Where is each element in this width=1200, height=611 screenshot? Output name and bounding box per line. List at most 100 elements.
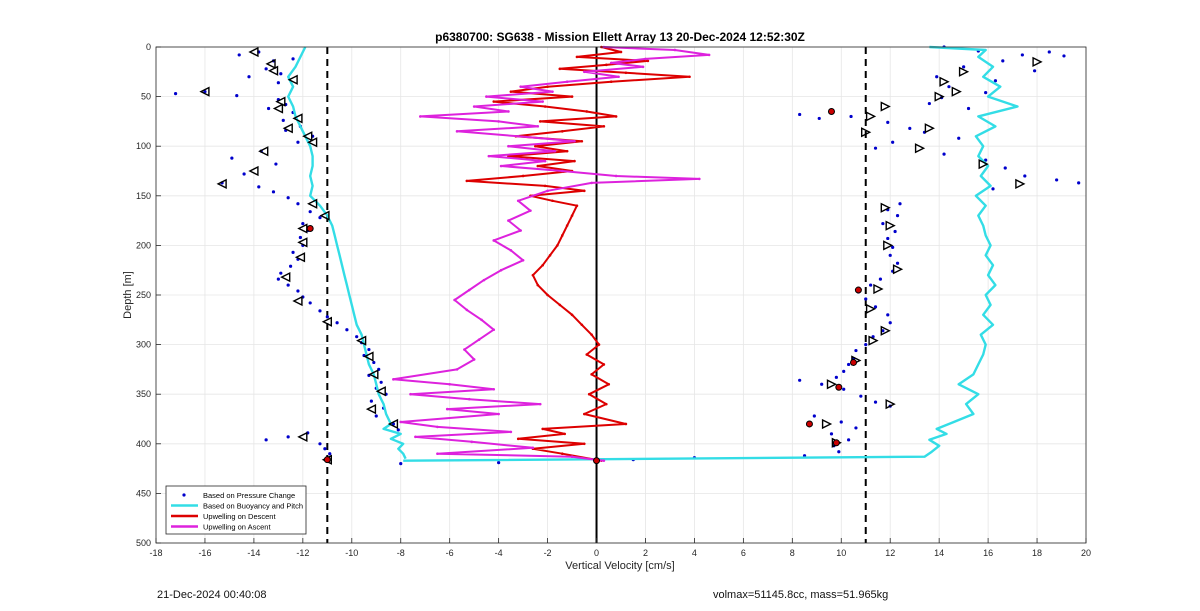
pressure-point xyxy=(935,75,939,79)
pressure-point xyxy=(374,414,378,418)
red-dot-marker xyxy=(593,457,601,465)
series-point xyxy=(465,179,469,183)
chart-title: p6380700: SG638 - Mission Ellett Array 1… xyxy=(435,30,805,44)
descent-triangle-marker xyxy=(302,131,313,142)
pressure-point xyxy=(264,438,268,442)
series-point xyxy=(590,373,593,376)
pressure-point xyxy=(367,347,371,352)
series-point xyxy=(646,59,650,63)
pressure-point xyxy=(291,250,295,254)
pressure-point xyxy=(396,428,400,432)
pressure-point xyxy=(898,202,902,206)
pressure-point xyxy=(1055,178,1059,182)
pressure-point xyxy=(957,136,961,140)
legend: Based on Pressure Change Based on Buoyanc… xyxy=(165,485,307,535)
y-tick-label: 450 xyxy=(136,488,151,498)
y-tick-label: 300 xyxy=(136,340,151,350)
pressure-point xyxy=(886,313,890,317)
series-point xyxy=(582,189,586,193)
pressure-point xyxy=(878,277,883,281)
series-point xyxy=(509,249,513,252)
descent-triangle-marker xyxy=(292,113,303,124)
ascent-triangle-marker xyxy=(1032,56,1043,68)
series-point xyxy=(465,308,469,312)
pressure-point xyxy=(839,420,843,424)
series-point xyxy=(546,189,549,193)
pressure-point xyxy=(497,461,501,465)
pressure-point xyxy=(308,210,312,214)
ascent-triangle-marker xyxy=(934,91,945,102)
series-point xyxy=(556,244,559,247)
x-tick-label: 4 xyxy=(692,548,697,558)
pressure-point xyxy=(242,172,246,176)
pressure-point xyxy=(847,362,851,367)
descent-triangle-marker xyxy=(368,369,379,380)
ascent-triangle-marker xyxy=(821,418,833,430)
series-based-on-buoyancy-and-pitch-descent xyxy=(287,46,407,460)
series-point xyxy=(509,90,513,93)
series-point xyxy=(541,100,544,103)
pressure-point xyxy=(372,360,376,365)
series-point xyxy=(688,75,691,79)
pressure-point xyxy=(869,283,873,287)
legend-label: Upwelling on Descent xyxy=(203,512,276,521)
series-point xyxy=(436,452,439,456)
red-dot-marker xyxy=(854,286,862,294)
series-point xyxy=(707,53,711,57)
ascent-triangle-marker xyxy=(924,123,935,134)
footer-timestamp: 21-Dec-2024 00:40:08 xyxy=(157,589,267,601)
series-point xyxy=(543,105,547,108)
series-point xyxy=(529,209,532,212)
pressure-point xyxy=(864,297,868,301)
ascent-triangle-marker xyxy=(826,379,838,390)
pressure-point xyxy=(1077,181,1081,185)
descent-triangle-marker xyxy=(216,178,227,190)
ascent-triangle-marker xyxy=(868,335,879,346)
series-point xyxy=(573,139,576,143)
pressure-point xyxy=(962,65,966,69)
footer-volmax-mass: volmax=51145.8cc, mass=51.965kg xyxy=(713,589,889,601)
pressure-point xyxy=(230,156,234,160)
pressure-point xyxy=(286,435,290,439)
descent-triangle-marker xyxy=(282,123,293,134)
series-point xyxy=(602,459,606,462)
series-point xyxy=(563,432,567,436)
pressure-point xyxy=(864,343,868,347)
series-point xyxy=(546,293,549,297)
series-point xyxy=(487,154,491,158)
series-point xyxy=(534,144,537,148)
pressure-point xyxy=(842,369,846,373)
pressure-point xyxy=(379,380,383,384)
series-point xyxy=(558,67,562,71)
series-point xyxy=(472,358,476,361)
pressure-point xyxy=(325,315,329,319)
pressure-point xyxy=(369,399,373,403)
series-point xyxy=(492,100,496,103)
series-point xyxy=(614,115,618,118)
x-tick-label: -8 xyxy=(397,548,405,558)
series-point xyxy=(609,61,613,65)
ascent-triangle-marker xyxy=(865,303,877,315)
pressure-point xyxy=(296,289,300,293)
descent-triangle-marker xyxy=(280,271,291,283)
series-point xyxy=(516,199,520,203)
series-point xyxy=(587,392,591,396)
series-point xyxy=(507,110,510,113)
red-dot-marker xyxy=(832,439,840,447)
series-point xyxy=(551,90,554,93)
pressure-point xyxy=(1001,59,1005,63)
pressure-point xyxy=(274,162,278,166)
descent-triangle-marker xyxy=(265,58,276,70)
pressure-point xyxy=(173,92,178,96)
pressure-point xyxy=(276,81,280,85)
pressure-point xyxy=(847,438,851,442)
pressure-point xyxy=(993,79,998,83)
series-point xyxy=(480,318,483,322)
series-point xyxy=(536,125,540,128)
descent-triangle-marker xyxy=(275,96,286,107)
pressure-point xyxy=(1020,53,1024,57)
y-tick-label: 150 xyxy=(136,191,151,201)
pressure-point xyxy=(1047,50,1051,54)
pressure-point xyxy=(399,462,403,466)
descent-triangle-marker xyxy=(287,74,298,85)
